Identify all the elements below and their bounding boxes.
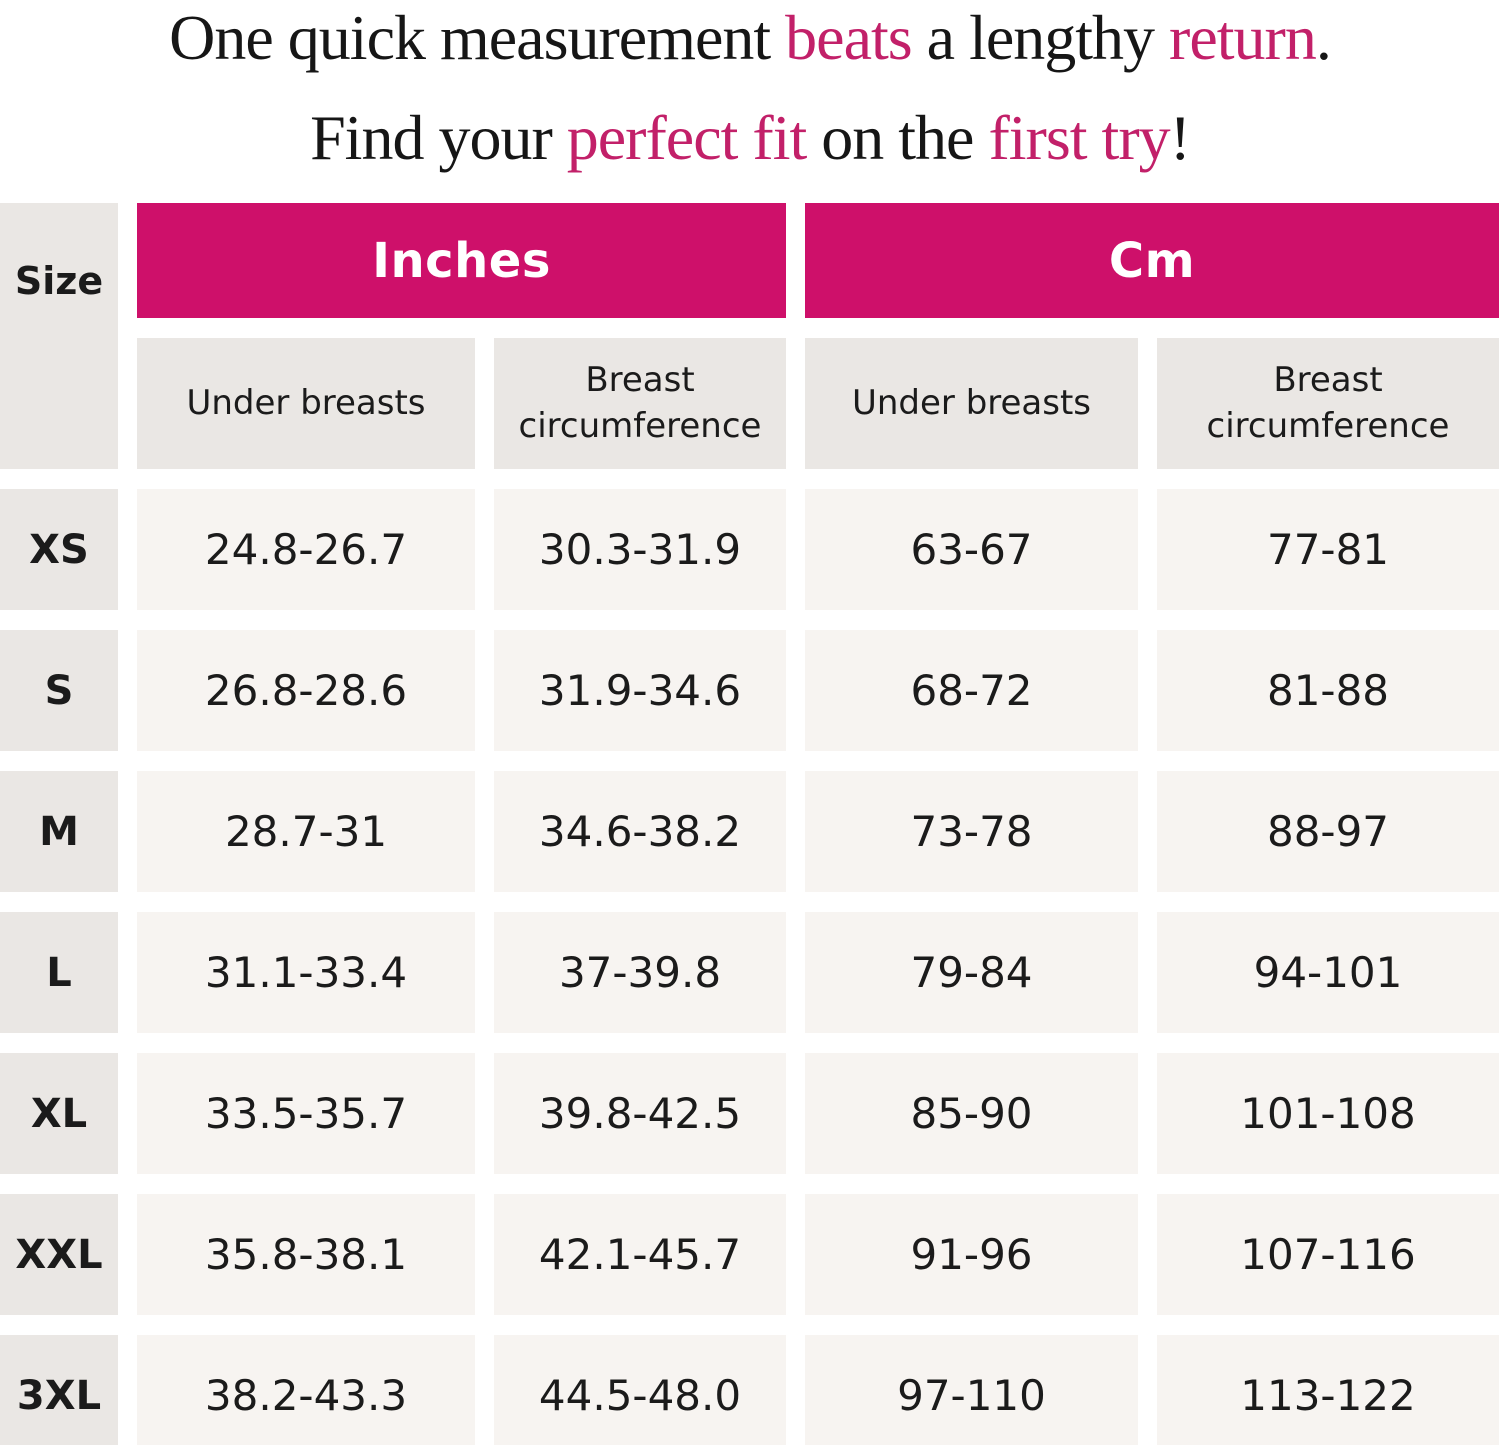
headline-accent-text: perfect fit <box>566 102 807 173</box>
inches-unit-header: Inches <box>137 203 786 318</box>
cell-3xl-cm-breast: 113-122 <box>1157 1335 1499 1445</box>
cell-xl-inches-breast: 39.8-42.5 <box>494 1053 786 1174</box>
size-label-xl: XL <box>0 1053 118 1174</box>
headline-text: Find your <box>310 102 567 173</box>
cell-xs-inches-breast: 30.3-31.9 <box>494 489 786 610</box>
headline-accent-text: first try <box>988 102 1170 173</box>
cell-3xl-cm-under: 97-110 <box>805 1335 1138 1445</box>
cell-m-inches-under: 28.7-31 <box>137 771 475 892</box>
headline-line-1: One quick measurement beats a lengthy re… <box>0 4 1500 72</box>
column-header-inches-breast-circumference: Breast circumference <box>494 338 786 469</box>
cell-xl-inches-under: 33.5-35.7 <box>137 1053 475 1174</box>
cell-xl-cm-under: 85-90 <box>805 1053 1138 1174</box>
cell-xl-cm-breast: 101-108 <box>1157 1053 1499 1174</box>
headline-text: a lengthy <box>911 2 1170 73</box>
size-column-header: Size <box>0 203 118 469</box>
cell-m-cm-breast: 88-97 <box>1157 771 1499 892</box>
cell-xxl-cm-under: 91-96 <box>805 1194 1138 1315</box>
cell-xs-cm-under: 63-67 <box>805 489 1138 610</box>
size-label-xxl: XXL <box>0 1194 118 1315</box>
headline-text: on the <box>806 102 989 173</box>
cell-xs-cm-breast: 77-81 <box>1157 489 1499 610</box>
cell-xxl-inches-breast: 42.1-45.7 <box>494 1194 786 1315</box>
size-label-s: S <box>0 630 118 751</box>
headline-line-2: Find your perfect fit on the first try! <box>0 104 1500 172</box>
headline-text: . <box>1315 2 1332 73</box>
cell-l-cm-under: 79-84 <box>805 912 1138 1033</box>
headline-accent-text: return <box>1169 2 1317 73</box>
column-header-inches-under-breasts: Under breasts <box>137 338 475 469</box>
cell-m-cm-under: 73-78 <box>805 771 1138 892</box>
headline-accent-text: beats <box>785 2 912 73</box>
cell-3xl-inches-breast: 44.5-48.0 <box>494 1335 786 1445</box>
cm-unit-header: Cm <box>805 203 1499 318</box>
size-label-xs: XS <box>0 489 118 610</box>
size-chart-table: Size Inches Cm Under breasts Breast circ… <box>0 203 1499 1445</box>
cell-m-inches-breast: 34.6-38.2 <box>494 771 786 892</box>
cell-xxl-inches-under: 35.8-38.1 <box>137 1194 475 1315</box>
cell-l-cm-breast: 94-101 <box>1157 912 1499 1033</box>
size-label-l: L <box>0 912 118 1033</box>
headline: One quick measurement beats a lengthy re… <box>0 0 1500 172</box>
headline-text: ! <box>1169 102 1191 173</box>
cell-3xl-inches-under: 38.2-43.3 <box>137 1335 475 1445</box>
size-label-3xl: 3XL <box>0 1335 118 1445</box>
cell-l-inches-under: 31.1-33.4 <box>137 912 475 1033</box>
cell-l-inches-breast: 37-39.8 <box>494 912 786 1033</box>
cell-s-inches-under: 26.8-28.6 <box>137 630 475 751</box>
column-header-cm-under-breasts: Under breasts <box>805 338 1138 469</box>
cell-s-cm-breast: 81-88 <box>1157 630 1499 751</box>
size-label-m: M <box>0 771 118 892</box>
column-header-cm-breast-circumference: Breast circumference <box>1157 338 1499 469</box>
headline-text: One quick measurement <box>169 2 786 73</box>
cell-s-inches-breast: 31.9-34.6 <box>494 630 786 751</box>
cell-s-cm-under: 68-72 <box>805 630 1138 751</box>
cell-xs-inches-under: 24.8-26.7 <box>137 489 475 610</box>
cell-xxl-cm-breast: 107-116 <box>1157 1194 1499 1315</box>
